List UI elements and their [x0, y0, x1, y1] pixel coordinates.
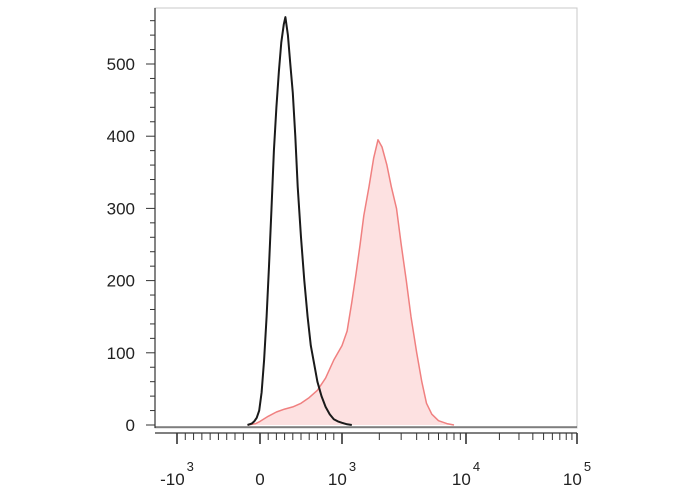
- series-1-area: [247, 139, 454, 426]
- y-tick-label: 0: [126, 416, 135, 435]
- x-axis: -103 0 103 104 105: [155, 432, 591, 489]
- y-tick-label: 100: [107, 344, 135, 363]
- y-tick-label: 300: [107, 199, 135, 218]
- y-tick-label: 500: [107, 55, 135, 74]
- y-tick-label: 400: [107, 127, 135, 146]
- x-tick-label: 0: [255, 470, 264, 489]
- x-tick-label: 104: [452, 459, 480, 489]
- x-tick-label: 105: [563, 459, 591, 489]
- y-tick-label: 200: [107, 272, 135, 291]
- series-layer: [155, 16, 577, 428]
- series-1-line: [247, 139, 455, 426]
- x-tick-label: 103: [328, 459, 356, 489]
- y-axis: 0 100 200 300 400 500: [107, 8, 156, 435]
- x-tick-label: -103: [160, 459, 194, 489]
- series-0-line: [247, 16, 352, 426]
